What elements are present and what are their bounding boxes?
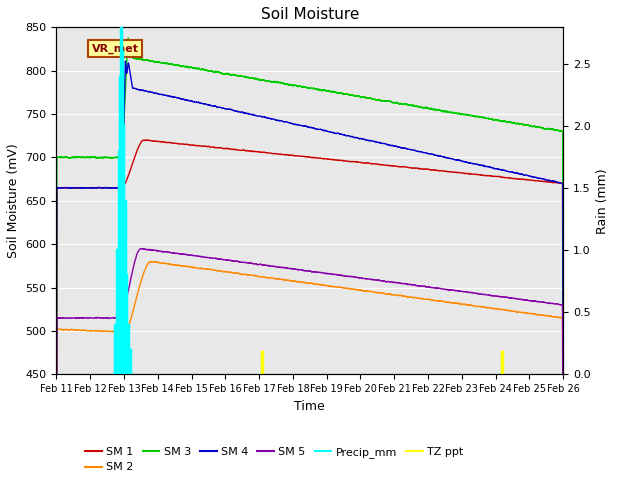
Y-axis label: Soil Moisture (mV): Soil Moisture (mV) — [7, 144, 20, 258]
X-axis label: Time: Time — [294, 400, 325, 413]
Legend: SM 1, SM 2, SM 3, SM 4, SM 5, Precip_mm, TZ ppt: SM 1, SM 2, SM 3, SM 4, SM 5, Precip_mm,… — [81, 443, 468, 477]
Y-axis label: Rain (mm): Rain (mm) — [596, 168, 609, 234]
Title: Soil Moisture: Soil Moisture — [260, 7, 359, 22]
Text: VR_met: VR_met — [92, 44, 139, 54]
